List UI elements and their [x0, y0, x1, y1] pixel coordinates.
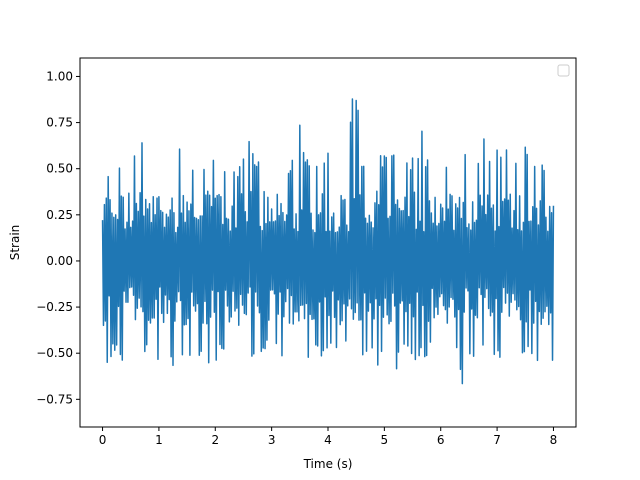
y-tick-label: 0.00 [46, 254, 73, 268]
y-tick-label: −0.75 [36, 392, 73, 406]
legend-box [557, 64, 570, 77]
y-tick-label: 0.50 [46, 162, 73, 176]
x-tick-label: 3 [268, 433, 276, 447]
y-tick-label: 0.25 [46, 208, 73, 222]
x-tick-label: 5 [381, 433, 389, 447]
x-tick-label: 1 [155, 433, 163, 447]
y-tick-label: 0.75 [46, 116, 73, 130]
y-axis: −0.75 −0.50 −0.25 0.00 0.25 0.50 0.75 1.00 [36, 69, 80, 406]
x-tick-label: 0 [99, 433, 107, 447]
x-tick-label: 2 [211, 433, 219, 447]
x-tick-label: 7 [493, 433, 501, 447]
y-axis-label: Strain [8, 225, 22, 261]
series-layer [101, 98, 555, 385]
y-tick-label: 1.00 [46, 69, 73, 83]
x-tick-label: 8 [550, 433, 558, 447]
x-tick-label: 6 [437, 433, 445, 447]
y-tick-label: −0.25 [36, 300, 73, 314]
x-axis: 0 1 2 3 4 5 6 7 8 [99, 427, 558, 447]
x-tick-label: 4 [324, 433, 332, 447]
y-tick-label: −0.50 [36, 346, 73, 360]
x-axis-label: Time (s) [303, 457, 353, 471]
strain-series-line [101, 98, 555, 385]
